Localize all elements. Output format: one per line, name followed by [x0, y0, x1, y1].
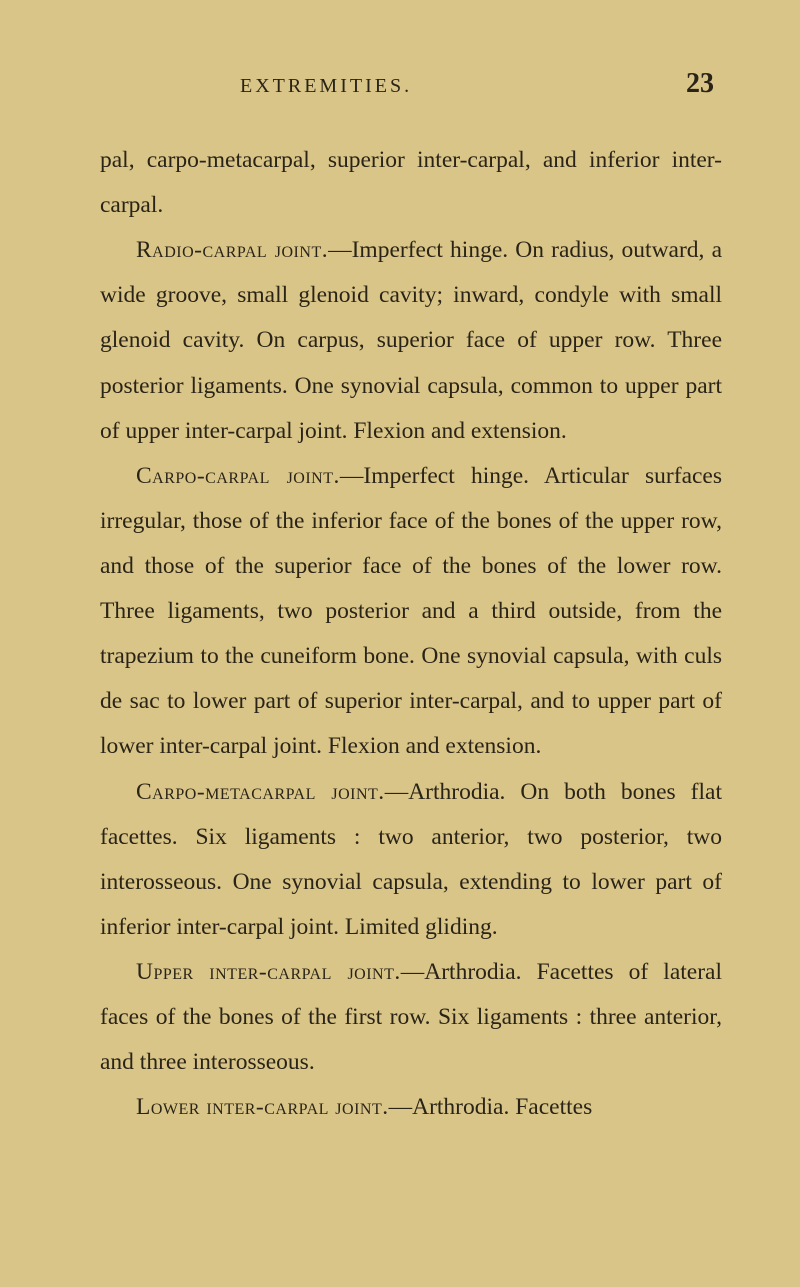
text-run: pal, carpo-metacarpal, superior inter-ca… — [100, 147, 722, 218]
running-head: EXTREMITIES. — [240, 75, 412, 98]
text-run: —Arthrodia. Facettes — [389, 1094, 593, 1120]
text-run: —Imperfect hinge. Articular surfaces irr… — [100, 463, 722, 760]
section-lead: Lower inter-carpal joint. — [136, 1094, 389, 1120]
text-run: —Imperfect hinge. On radius, outward, a … — [100, 237, 722, 443]
body-text: pal, carpo-metacarpal, superior inter-ca… — [100, 138, 722, 1130]
paragraph: Lower inter-carpal joint.—Arthrodia. Fac… — [100, 1085, 722, 1130]
paragraph: Carpo-carpal joint.—Imperfect hinge. Art… — [100, 454, 722, 770]
page-container: EXTREMITIES. 23 pal, carpo-metacarpal, s… — [100, 68, 722, 1130]
paragraph: Carpo-metacarpal joint.—Arthrodia. On bo… — [100, 770, 722, 950]
section-lead: Carpo-carpal joint. — [136, 463, 340, 489]
page-number: 23 — [686, 68, 714, 100]
section-lead: Carpo-metacarpal joint. — [136, 779, 385, 805]
section-lead: Radio-carpal joint. — [136, 237, 328, 263]
paragraph-continuation: pal, carpo-metacarpal, superior inter-ca… — [100, 138, 722, 228]
section-lead: Upper inter-carpal joint. — [136, 959, 401, 985]
page-header: EXTREMITIES. 23 — [100, 68, 722, 100]
paragraph: Upper inter-carpal joint.—Arthrodia. Fac… — [100, 950, 722, 1085]
paragraph: Radio-carpal joint.—Imperfect hinge. On … — [100, 228, 722, 454]
